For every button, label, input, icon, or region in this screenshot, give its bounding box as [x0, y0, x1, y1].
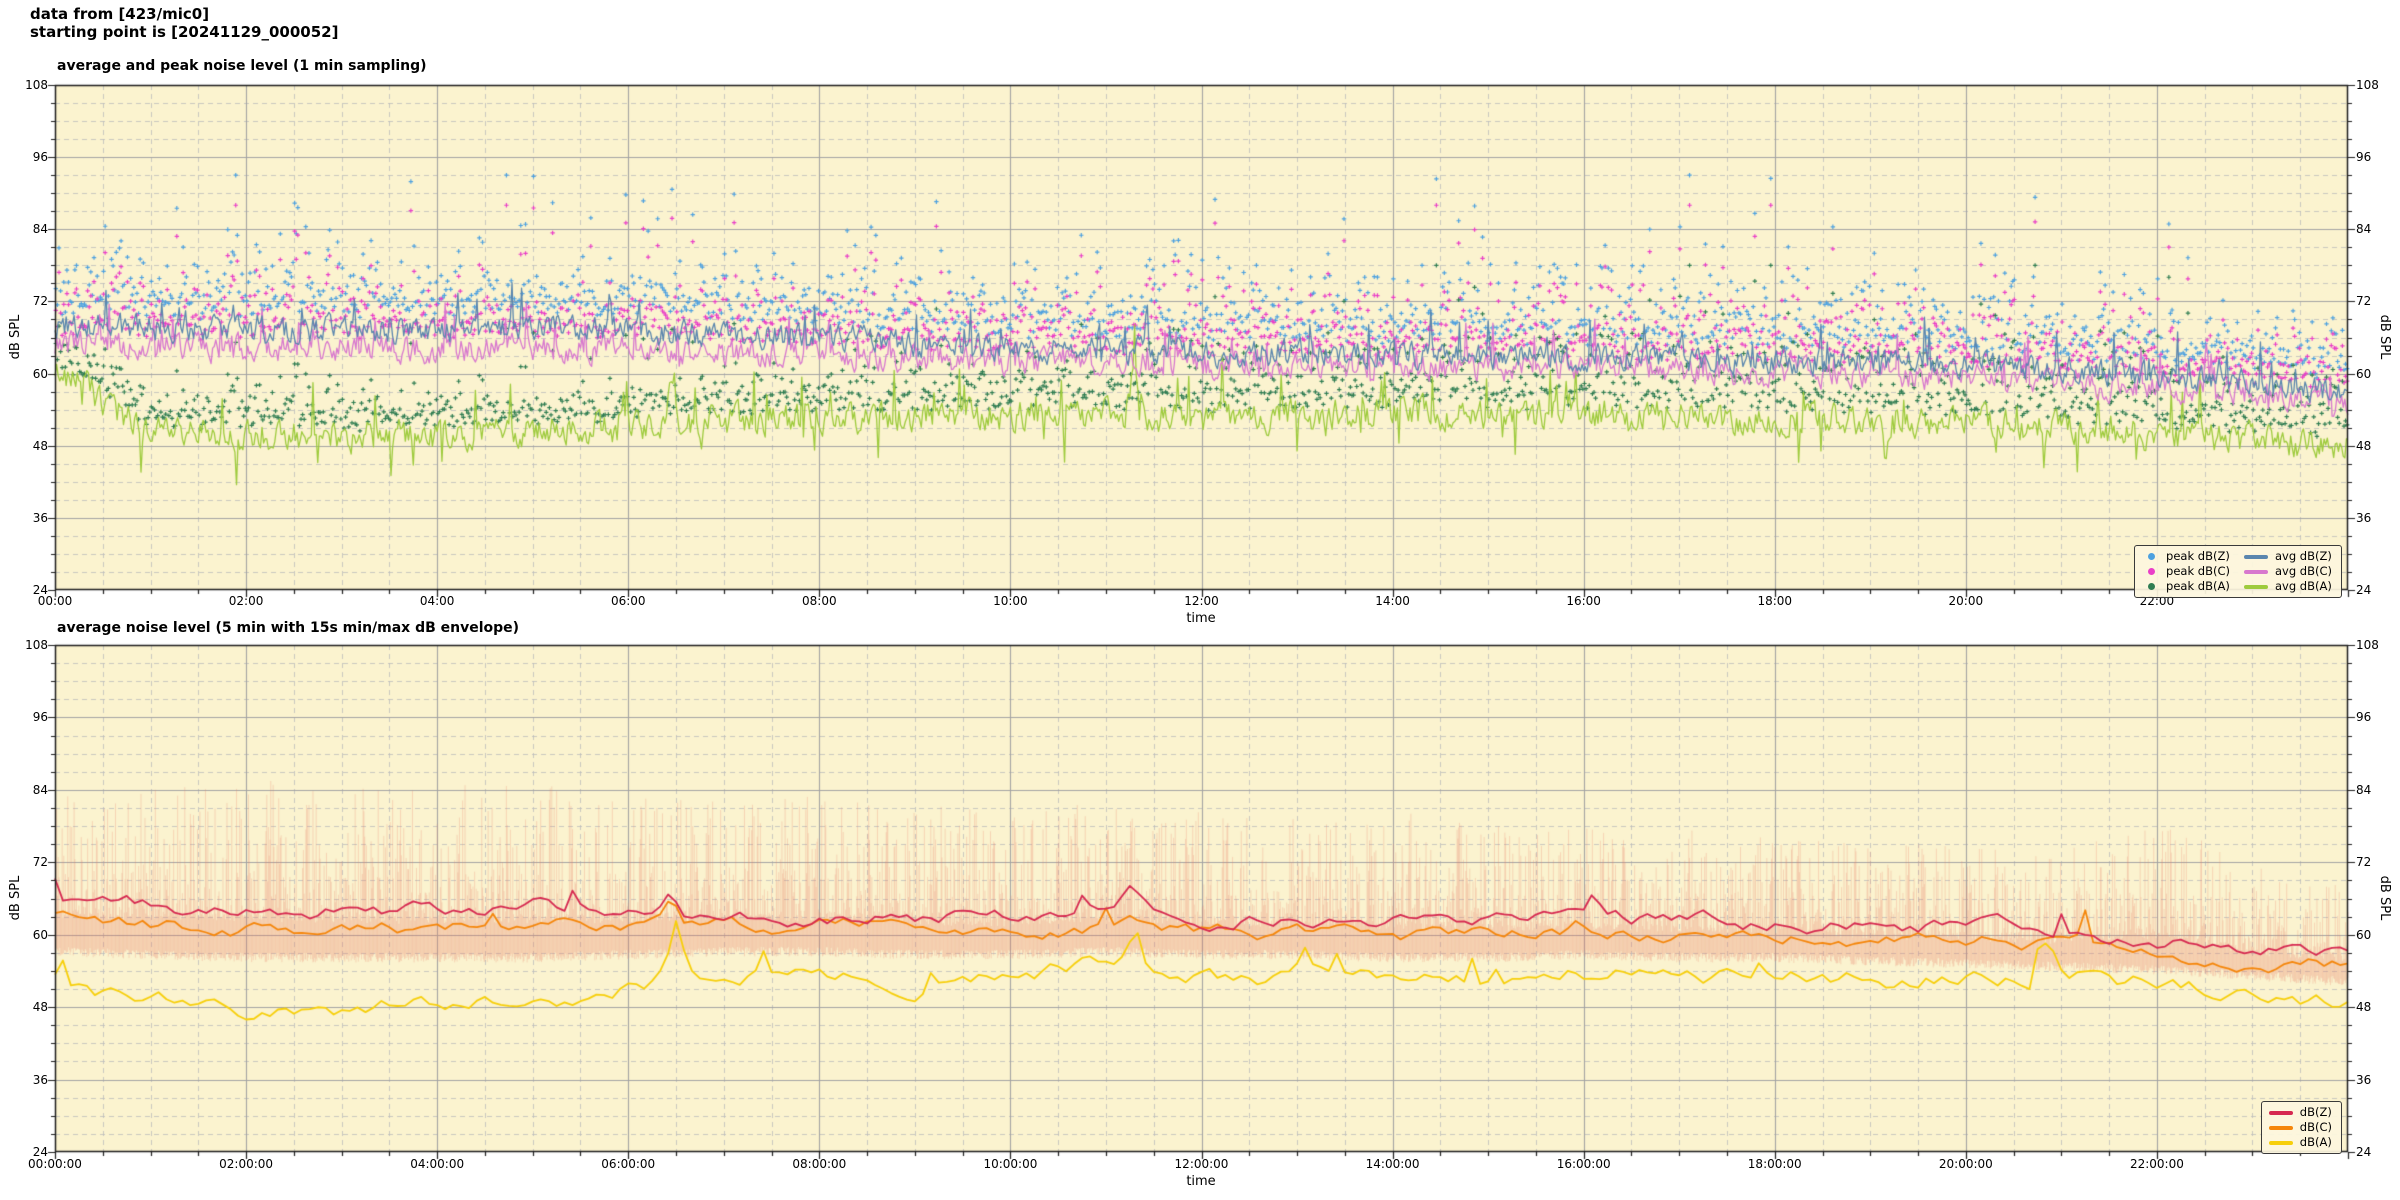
legend-item: dB(A) — [2268, 1135, 2332, 1149]
legend-dot-swatch — [2148, 553, 2156, 560]
top-chart-legend: peak dB(Z) peak dB(C) peak dB(A) avg dB(Z) a… — [2134, 545, 2342, 598]
top-chart-ylabel-left: dB SPL — [8, 314, 23, 360]
header-line-2: starting point is [20241129_000052] — [30, 23, 339, 41]
legend-label: dB(Z) — [2299, 1105, 2332, 1119]
x-tick-label: 18:00:00 — [1747, 1157, 1802, 1171]
y-tick-label-right: 108 — [2356, 638, 2379, 652]
y-tick-label-left: 72 — [32, 294, 48, 309]
x-tick-label: 14:00:00 — [1365, 1157, 1420, 1171]
legend-label: avg dB(Z) — [2274, 549, 2332, 563]
legend-label: dB(A) — [2299, 1135, 2332, 1149]
y-tick-label-right: 72 — [2356, 294, 2372, 309]
x-tick-label: 02:00:00 — [219, 1157, 274, 1171]
legend-item: avg dB(C) — [2243, 564, 2332, 578]
x-tick-label: 00:00 — [37, 594, 73, 608]
header-line-1: data from [423/mic0] — [30, 5, 210, 23]
y-tick-label-right: 96 — [2356, 710, 2372, 725]
x-tick-label: 22:00:00 — [2129, 1157, 2184, 1171]
y-tick-label-left: 84 — [32, 222, 48, 237]
legend-item: avg dB(A) — [2243, 579, 2332, 593]
top-chart-xlabel: time — [1186, 611, 1216, 626]
y-tick-label-left: 72 — [32, 855, 48, 870]
x-tick-label: 12:00 — [1184, 594, 1219, 608]
y-tick-label-left: 60 — [32, 927, 48, 942]
y-tick-label-right: 84 — [2356, 222, 2372, 237]
x-tick-label: 20:00:00 — [1938, 1157, 1993, 1171]
y-tick-label-right: 36 — [2356, 1072, 2372, 1087]
x-tick-label: 00:00:00 — [28, 1157, 82, 1171]
legend-dot-swatch — [2148, 583, 2156, 590]
y-tick-label-right: 96 — [2356, 150, 2372, 165]
legend-line-swatch — [2268, 1110, 2293, 1115]
x-tick-label: 20:00 — [1948, 594, 1984, 608]
x-tick-label: 10:00 — [993, 594, 1028, 608]
legend-item: peak dB(C) — [2142, 565, 2230, 578]
legend-line-swatch — [2243, 554, 2268, 559]
y-tick-label-left: 96 — [32, 150, 48, 165]
x-tick-label: 18:00 — [1757, 594, 1793, 608]
legend-label: peak dB(C) — [2166, 564, 2230, 578]
x-tick-label: 08:00:00 — [792, 1157, 847, 1171]
y-tick-label-left: 36 — [32, 1072, 48, 1087]
x-tick-label: 12:00:00 — [1174, 1157, 1229, 1171]
x-tick-label: 06:00 — [610, 594, 646, 608]
x-tick-label: 02:00 — [228, 594, 264, 608]
y-tick-label-left: 24 — [32, 583, 48, 597]
legend-line-swatch — [2243, 584, 2268, 589]
bottom-chart-xlabel: time — [1186, 1174, 1216, 1189]
top-chart-title: average and peak noise level (1 min samp… — [57, 58, 427, 74]
y-tick-label-left: 84 — [32, 782, 48, 797]
y-tick-label-right: 48 — [2356, 438, 2372, 453]
x-tick-label: 04:00:00 — [410, 1157, 465, 1171]
x-tick-label: 16:00 — [1566, 594, 1601, 608]
legend-item: dB(Z) — [2268, 1105, 2332, 1119]
x-tick-label: 08:00 — [802, 594, 837, 608]
y-tick-label-left: 24 — [32, 1145, 48, 1159]
legend-item: avg dB(Z) — [2243, 549, 2332, 563]
legend-item: peak dB(A) — [2142, 580, 2230, 593]
legend-label: avg dB(C) — [2274, 564, 2332, 578]
y-tick-label-right: 24 — [2356, 583, 2372, 597]
y-tick-label-left: 48 — [32, 438, 48, 453]
y-tick-label-right: 48 — [2356, 1000, 2372, 1015]
legend-label: peak dB(A) — [2166, 579, 2230, 593]
y-tick-label-right: 84 — [2356, 782, 2372, 797]
y-tick-label-left: 48 — [32, 1000, 48, 1015]
legend-label: peak dB(Z) — [2166, 549, 2230, 563]
y-tick-label-right: 36 — [2356, 510, 2372, 525]
y-tick-label-right: 24 — [2356, 1145, 2372, 1159]
legend-line-swatch — [2243, 569, 2268, 574]
x-tick-label: 06:00:00 — [601, 1157, 656, 1171]
top-chart-ylabel-right: dB SPL — [2377, 314, 2392, 360]
legend-dot-swatch — [2148, 568, 2156, 575]
bottom-chart-ylabel-right: dB SPL — [2377, 875, 2392, 921]
y-tick-label-left: 96 — [32, 710, 48, 725]
y-tick-label-right: 60 — [2356, 366, 2372, 381]
y-tick-label-left: 60 — [32, 366, 48, 381]
x-tick-label: 14:00 — [1375, 594, 1410, 608]
legend-label: dB(C) — [2299, 1120, 2332, 1134]
bottom-chart-legend: dB(Z) dB(C) dB(A) — [2260, 1101, 2342, 1154]
legend-line-swatch — [2268, 1125, 2293, 1130]
legend-item: dB(C) — [2268, 1120, 2332, 1134]
y-tick-label-right: 72 — [2356, 855, 2372, 870]
y-tick-label-left: 108 — [25, 638, 48, 652]
x-tick-label: 10:00:00 — [983, 1157, 1038, 1171]
bottom-chart-title: average noise level (5 min with 15s min/… — [57, 620, 520, 636]
x-tick-label: 16:00:00 — [1556, 1157, 1611, 1171]
legend-line-swatch — [2268, 1140, 2293, 1145]
legend-item: peak dB(Z) — [2142, 550, 2230, 563]
y-tick-label-left: 108 — [25, 78, 48, 92]
bottom-chart-ylabel-left: dB SPL — [8, 875, 23, 921]
x-tick-label: 04:00 — [419, 594, 455, 608]
y-tick-label-right: 60 — [2356, 927, 2372, 942]
y-tick-label-left: 36 — [32, 510, 48, 525]
legend-label: avg dB(A) — [2274, 579, 2332, 593]
y-tick-label-right: 108 — [2356, 78, 2379, 92]
